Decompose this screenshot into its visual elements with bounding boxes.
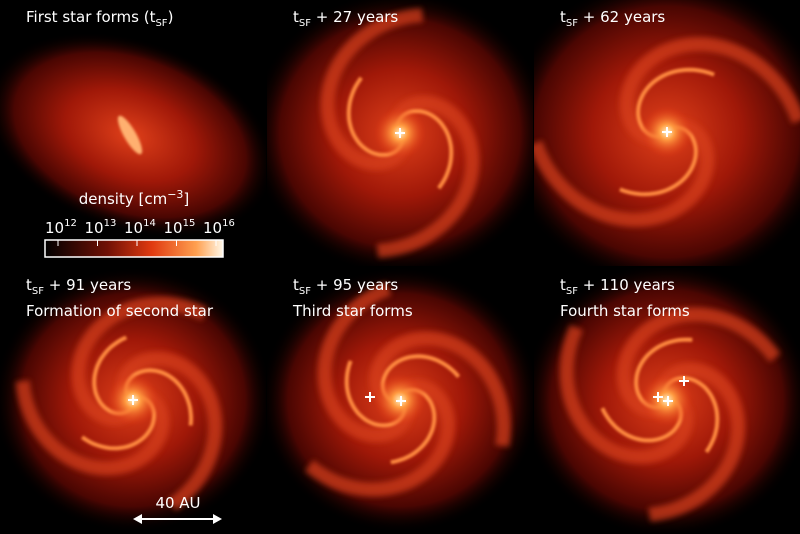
- colorbar: density [cm−3] 1012 1013 1014 1015 1016: [44, 188, 235, 258]
- title-text: t: [293, 8, 299, 26]
- filament: [117, 115, 143, 155]
- star-marker: [679, 376, 689, 386]
- colorbar-ticks: 1012 1013 1014 1015 1016: [45, 218, 235, 246]
- spiral-arm-glow: [116, 351, 223, 511]
- tick-exp: 12: [64, 218, 77, 229]
- panel-title: tSF + 95 years: [293, 276, 398, 297]
- labels: First star forms (tSF) tSF + 27 years tSF …: [26, 8, 690, 320]
- title-sub: SF: [155, 18, 167, 29]
- panel-subtitle: Fourth star forms: [560, 302, 690, 320]
- title-end: + 91 years: [44, 276, 131, 294]
- colorbar-gradient: [44, 239, 224, 258]
- star-marker: [653, 392, 663, 402]
- panel-title: tSF + 91 years: [26, 276, 131, 297]
- title-text: t: [293, 276, 299, 294]
- spiral-arm-glow: [534, 119, 715, 227]
- title-end: + 62 years: [578, 8, 665, 26]
- spiral-arm-glow: [616, 307, 781, 417]
- panel-title: tSF + 27 years: [293, 8, 398, 29]
- panel: [267, 0, 533, 266]
- panel-title: tSF + 110 years: [560, 276, 675, 297]
- title-text: t: [26, 276, 32, 294]
- spiral-arm-glow: [619, 37, 800, 145]
- tick-base: 10: [124, 219, 143, 237]
- colorbar-tick-label: 1012: [45, 218, 77, 237]
- title-sub: SF: [299, 18, 311, 29]
- spiral-arm-glow: [369, 331, 511, 447]
- star-marker: [365, 392, 375, 402]
- title-end: ): [168, 8, 174, 26]
- spiral-arm-glow: [376, 95, 480, 258]
- panel-subtitle: Third star forms: [292, 302, 413, 320]
- spiral-arm-glow: [320, 8, 424, 171]
- spiral-arm-glow: [559, 324, 693, 464]
- tick-exp: 14: [143, 218, 156, 229]
- star-marker: [663, 396, 673, 406]
- tick-exp: 13: [104, 218, 117, 229]
- tick-exp: 16: [222, 218, 235, 229]
- colorbar-label: density [cm−3]: [79, 188, 190, 208]
- panel: [267, 268, 533, 533]
- tick-base: 10: [45, 219, 64, 237]
- title-sub: SF: [566, 18, 578, 29]
- panel: [0, 268, 266, 533]
- panel: [534, 268, 800, 534]
- panel-subtitle: Formation of second star: [26, 302, 214, 320]
- panel: [534, 0, 800, 266]
- star-marker: [662, 127, 672, 137]
- colorbar-tick-label: 1013: [85, 218, 117, 237]
- title-sub: SF: [566, 286, 578, 297]
- colorbar-tick-label: 1014: [124, 218, 156, 237]
- panel-title: First star forms (tSF): [26, 8, 173, 29]
- title-end: + 27 years: [311, 8, 398, 26]
- star-marker: [396, 396, 406, 406]
- title-text: First star forms (t: [26, 8, 156, 26]
- title-text: t: [560, 276, 566, 294]
- star-marker: [128, 395, 138, 405]
- colorbar-tick-label: 1016: [203, 218, 235, 237]
- panel-title: tSF + 62 years: [560, 8, 665, 29]
- spiral-arm-glow: [304, 379, 456, 497]
- scale-label: 40 AU: [155, 494, 200, 512]
- spiral-arm-glow: [317, 282, 413, 443]
- title-end: + 110 years: [578, 276, 675, 294]
- spiral-arm-glow: [71, 296, 208, 426]
- star-marker: [395, 128, 405, 138]
- tick-base: 10: [164, 219, 183, 237]
- title-end: + 95 years: [311, 276, 398, 294]
- tick-base: 10: [203, 219, 222, 237]
- tick-base: 10: [85, 219, 104, 237]
- tick-exp: 15: [183, 218, 196, 229]
- scale-arrows: [133, 514, 222, 524]
- title-sub: SF: [32, 286, 44, 297]
- title-sub: SF: [299, 286, 311, 297]
- spiral-arm-glow: [648, 362, 746, 522]
- panel: [0, 32, 266, 238]
- scale-bar: 40 AU: [133, 494, 222, 524]
- title-text: t: [560, 8, 566, 26]
- colorbar-tick-label: 1015: [164, 218, 196, 237]
- spiral-arm-glow: [15, 380, 170, 476]
